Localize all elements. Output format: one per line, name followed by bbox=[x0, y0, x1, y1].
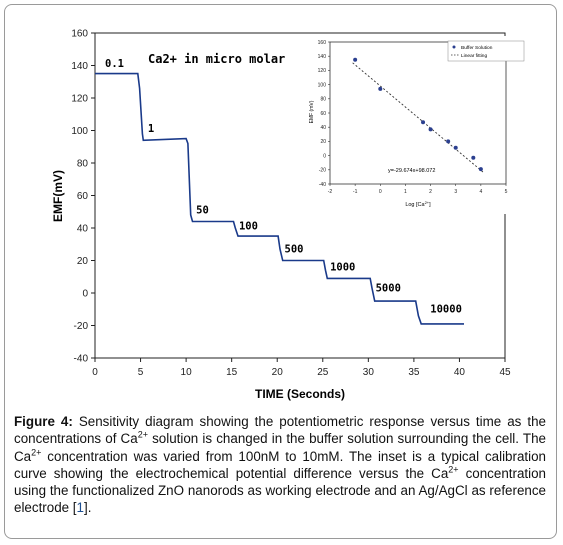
concentration-label: 0.1 bbox=[105, 58, 124, 70]
unit-annotation: Ca2+ in micro molar bbox=[148, 52, 285, 66]
y-tick-label: 0 bbox=[82, 289, 88, 300]
inset-y-tick-label: 160 bbox=[318, 40, 327, 46]
y-tick-label: 160 bbox=[71, 29, 88, 40]
y-axis-title: EMF(mV) bbox=[51, 170, 65, 222]
calibration-point bbox=[478, 167, 483, 172]
concentration-label: 100 bbox=[239, 221, 258, 233]
calibration-points bbox=[353, 57, 483, 172]
caption-superscript: 2+ bbox=[137, 429, 148, 440]
legend-label-fit: Linear fitting bbox=[461, 53, 487, 59]
x-tick-label: 45 bbox=[499, 367, 511, 378]
caption-text: Sensitivity diagram showing the potentio… bbox=[14, 414, 546, 447]
linear-fit-line bbox=[352, 62, 484, 173]
legend-marker-buffer bbox=[452, 45, 456, 49]
calibration-point bbox=[453, 145, 458, 150]
inset-x-tick-label: 5 bbox=[505, 189, 508, 195]
calibration-point bbox=[471, 155, 476, 160]
x-tick-label: 30 bbox=[363, 367, 375, 378]
x-tick-label: 0 bbox=[92, 367, 98, 378]
concentration-label: 10000 bbox=[430, 304, 462, 316]
x-tick-label: 20 bbox=[272, 367, 284, 378]
inset-y-tick-label: 0 bbox=[323, 153, 326, 159]
y-tick-label: 80 bbox=[77, 159, 89, 170]
x-tick-label: 35 bbox=[408, 367, 420, 378]
caption-text: concentration using the functionalized Z… bbox=[14, 465, 546, 516]
calibration-point bbox=[428, 127, 433, 132]
concentration-label: 500 bbox=[285, 243, 304, 255]
concentration-label: 50 bbox=[196, 204, 209, 216]
legend-box bbox=[447, 40, 525, 62]
caption-reference-link[interactable]: 1 bbox=[76, 500, 84, 516]
inset-y-tick-label: -40 bbox=[319, 182, 326, 188]
concentration-label: 1 bbox=[148, 123, 154, 135]
calibration-point bbox=[378, 86, 383, 91]
inset-x-tick-label: 1 bbox=[404, 189, 407, 195]
inset-y-tick-label: 140 bbox=[318, 54, 327, 60]
y-tick-label: 20 bbox=[77, 256, 89, 267]
y-tick-label: 40 bbox=[77, 224, 89, 235]
x-tick-label: 5 bbox=[138, 367, 144, 378]
caption-superscript: 2+ bbox=[31, 447, 42, 458]
x-tick-label: 25 bbox=[317, 367, 329, 378]
inset-y-axis-title: EMF (mV) bbox=[309, 100, 315, 123]
fit-equation: y=-29.674x+98.072 bbox=[388, 168, 435, 174]
inset-x-axis: -2 -1 0 1 2 3 4 5 bbox=[328, 184, 508, 195]
inset-y-tick-label: -20 bbox=[319, 168, 326, 174]
inset-y-tick-label: 40 bbox=[320, 125, 326, 131]
caption-text: ]. bbox=[83, 500, 92, 516]
inset-x-axis-title: Log [Ca2+] bbox=[405, 200, 431, 208]
calibration-point bbox=[446, 139, 451, 144]
inset-y-tick-label: 100 bbox=[318, 82, 327, 88]
calibration-point bbox=[353, 57, 358, 62]
x-tick-label: 10 bbox=[181, 367, 193, 378]
inset-y-axis: -40 -20 0 20 40 60 80 100 120 140 160 bbox=[318, 40, 330, 188]
concentration-label: 5000 bbox=[376, 282, 401, 294]
calibration-point bbox=[421, 120, 426, 125]
main-y-axis: -40 -20 0 20 40 60 80 100 120 140 160 bbox=[71, 29, 95, 365]
inset-x-tick-label: 3 bbox=[454, 189, 457, 195]
y-tick-label: 140 bbox=[71, 61, 88, 72]
inset-y-tick-label: 120 bbox=[318, 68, 327, 74]
inset-x-tick-label: 2 bbox=[429, 189, 432, 195]
y-tick-label: 60 bbox=[77, 191, 89, 202]
inset-legend: Buffer Solution Linear fitting bbox=[447, 40, 525, 62]
figure-caption: Figure 4: Sensitivity diagram showing th… bbox=[14, 413, 546, 517]
caption-label: Figure 4: bbox=[14, 414, 73, 429]
y-tick-label: 120 bbox=[71, 94, 88, 105]
inset-x-tick-label: -1 bbox=[353, 189, 358, 195]
concentration-label: 1000 bbox=[330, 261, 355, 273]
inset-x-tick-label: -2 bbox=[328, 189, 333, 195]
caption-text: solution is changed in the buffer soluti… bbox=[14, 431, 546, 464]
y-tick-label: 100 bbox=[71, 126, 88, 137]
y-tick-label: -40 bbox=[74, 354, 89, 365]
inset-y-tick-label: 60 bbox=[320, 111, 326, 117]
emf-time-series-line bbox=[95, 72, 464, 325]
x-axis-title: TIME (Seconds) bbox=[255, 387, 345, 401]
main-x-axis: 0 5 10 15 20 25 30 35 40 45 bbox=[92, 358, 511, 378]
inset-y-tick-label: 20 bbox=[320, 139, 326, 145]
caption-superscript: 2+ bbox=[448, 464, 459, 475]
inset-y-tick-label: 80 bbox=[320, 97, 326, 103]
inset-background bbox=[306, 36, 512, 214]
x-tick-label: 15 bbox=[226, 367, 238, 378]
inset-calibration-chart: -40 -20 0 20 40 60 80 100 120 140 160 -2 -1 0 1 2 3 4 5 y… bbox=[306, 36, 525, 214]
x-tick-label: 40 bbox=[454, 367, 466, 378]
inset-x-tick-label: 4 bbox=[479, 189, 482, 195]
caption-text: concentration was varied from 100nM to 1… bbox=[14, 448, 546, 481]
y-tick-label: -20 bbox=[74, 321, 89, 332]
inset-x-tick-label: 0 bbox=[379, 189, 382, 195]
legend-label-buffer: Buffer Solution bbox=[461, 45, 493, 51]
